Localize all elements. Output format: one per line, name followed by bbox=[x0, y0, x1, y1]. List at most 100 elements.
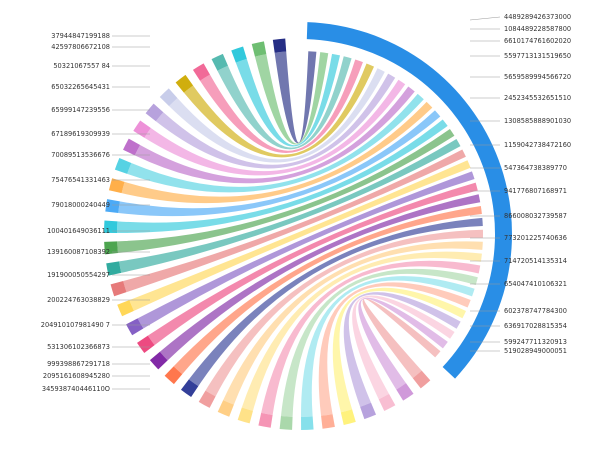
node-arc bbox=[396, 383, 414, 401]
node-label: 67189619309939 bbox=[51, 130, 110, 138]
node-arc bbox=[104, 241, 118, 255]
node-arc bbox=[123, 138, 141, 156]
node-arc bbox=[164, 366, 183, 385]
node-label: 654047410106321 bbox=[504, 280, 567, 288]
node-arc bbox=[133, 120, 151, 138]
node-label: 773201225740636 bbox=[504, 234, 567, 242]
node-label: 599247711320913 bbox=[504, 338, 567, 346]
node-arc bbox=[114, 157, 132, 174]
node-arc bbox=[149, 351, 168, 370]
node-arc bbox=[272, 38, 287, 53]
chord-ribbon bbox=[169, 68, 385, 163]
chord-ribbon bbox=[183, 63, 375, 158]
node-arc bbox=[180, 379, 199, 397]
chord-ribbon bbox=[274, 51, 317, 144]
chord-ribbon bbox=[217, 56, 352, 150]
node-label: 65032265645431 bbox=[51, 83, 110, 91]
node-arc bbox=[104, 220, 118, 233]
label-leader bbox=[469, 16, 501, 21]
node-arc bbox=[145, 103, 164, 122]
node-arc bbox=[251, 41, 267, 57]
node-arc bbox=[117, 300, 134, 317]
chord-ribbon bbox=[129, 160, 471, 311]
chord-ribbon bbox=[155, 73, 396, 169]
chord-links bbox=[117, 51, 483, 417]
node-arc bbox=[211, 53, 228, 71]
node-arc bbox=[105, 199, 120, 213]
node-label: 79018000240449 bbox=[51, 201, 110, 209]
chord-ribbon bbox=[318, 282, 471, 416]
node-arc bbox=[217, 400, 234, 417]
node-label: 2095161608945280 bbox=[43, 372, 110, 380]
node-arc bbox=[110, 281, 127, 297]
node-label: 547364738389770 bbox=[504, 164, 567, 172]
chord-ribbon bbox=[223, 241, 483, 405]
node-label: 1308585888901030 bbox=[504, 117, 571, 125]
node-label: 1159042738472160 bbox=[504, 141, 571, 149]
chord-ribbon bbox=[117, 129, 455, 254]
chord-ribbon bbox=[147, 182, 478, 346]
node-label: 602378747784300 bbox=[504, 307, 567, 315]
label-leader-lines bbox=[112, 16, 501, 390]
node-label: 70089513536676 bbox=[51, 151, 110, 159]
chord-ribbon bbox=[235, 53, 341, 147]
node-label: 75476541331463 bbox=[51, 176, 110, 184]
node-label: 139160087108392 bbox=[47, 248, 110, 256]
node-label: 42597806672108 bbox=[51, 43, 110, 51]
node-label: 636917028815354 bbox=[504, 322, 567, 330]
node-label: 941776807168971 bbox=[504, 187, 567, 195]
node-arc bbox=[237, 407, 253, 424]
chord-ribbon bbox=[254, 52, 329, 145]
node-label: 65999147239556 bbox=[51, 106, 110, 114]
node-label: 999398867291718 bbox=[47, 360, 110, 368]
node-arc bbox=[340, 409, 356, 426]
node-label: 5659589994566720 bbox=[504, 73, 571, 81]
node-arc bbox=[108, 178, 125, 194]
node-label: 714720514135314 bbox=[504, 257, 567, 265]
node-arc bbox=[175, 74, 194, 93]
node-arc bbox=[301, 416, 314, 430]
chord-ribbon bbox=[301, 276, 475, 417]
node-arc bbox=[159, 88, 178, 107]
chord-ribbon bbox=[205, 229, 483, 397]
chord-ribbon bbox=[352, 295, 455, 400]
chord-ribbon bbox=[137, 171, 475, 329]
hub-arc bbox=[306, 22, 512, 379]
node-labels: 4489289426373000 1084489228587800 66101747… bbox=[41, 13, 571, 393]
node-label: 50321067557 84 bbox=[53, 62, 110, 70]
node-label: 191900050554297 bbox=[47, 271, 110, 279]
node-arc bbox=[106, 261, 122, 276]
node-arc bbox=[378, 393, 396, 411]
node-arc bbox=[279, 416, 293, 430]
node-label: 5597713131519650 bbox=[504, 52, 571, 60]
node-label: 1084489228587800 bbox=[504, 25, 571, 33]
node-label: 866008032739587 bbox=[504, 212, 567, 220]
node-label: 2452345532651510 bbox=[504, 94, 571, 102]
node-arc bbox=[321, 414, 335, 429]
chord-ribbon bbox=[119, 139, 461, 273]
node-arc bbox=[198, 390, 216, 408]
node-arc bbox=[231, 46, 247, 63]
chord-ribbon bbox=[121, 101, 433, 204]
node-label: 4489289426373000 bbox=[504, 13, 571, 21]
node-arc bbox=[360, 402, 377, 420]
node-arc bbox=[258, 412, 273, 428]
node-arc bbox=[126, 318, 144, 336]
chord-ribbon bbox=[200, 59, 363, 153]
chord-node-arcs bbox=[104, 22, 512, 430]
node-label: 200224763038829 bbox=[47, 296, 110, 304]
chord-ribbon bbox=[358, 297, 448, 390]
node-arc bbox=[137, 335, 155, 354]
chord-ribbon bbox=[362, 298, 441, 379]
node-label: 519028949000051 bbox=[504, 347, 567, 355]
node-label: 6610174761602020 bbox=[504, 37, 571, 45]
node-arc bbox=[412, 370, 431, 389]
node-arc bbox=[192, 63, 210, 81]
node-label: 204910107981490 7 bbox=[41, 321, 110, 329]
node-label: 531306102366873 bbox=[47, 343, 110, 351]
node-label: 100401649036111 bbox=[47, 227, 110, 235]
node-label: 37944847199188 bbox=[51, 32, 110, 40]
chord-ribbon bbox=[332, 287, 467, 413]
